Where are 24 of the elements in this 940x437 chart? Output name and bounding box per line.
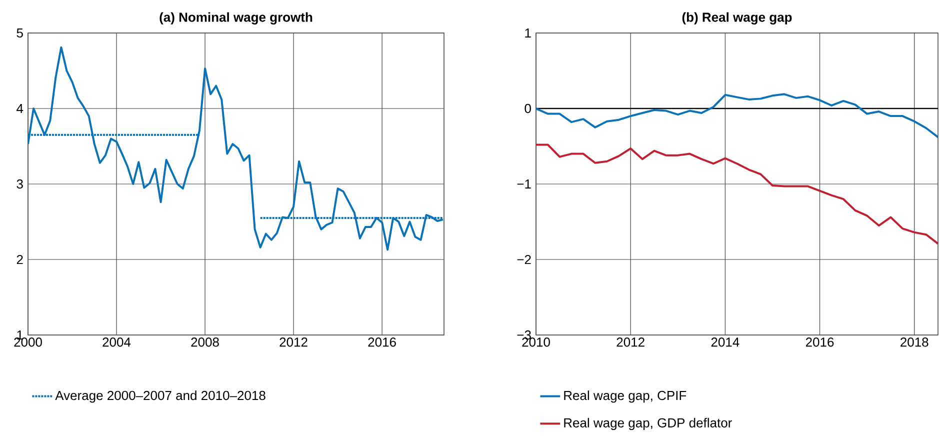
- x-tick-label: 2016: [806, 338, 834, 347]
- line-series: [536, 93, 938, 138]
- x-tick-label: 2014: [711, 338, 740, 347]
- x-tick-label: 2004: [102, 338, 131, 347]
- y-tick-label: 5: [16, 28, 23, 38]
- y-tick-label: 0: [524, 104, 531, 114]
- y-tick-label: 2: [16, 254, 23, 264]
- legend-label: Average 2000–2007 and 2010–2018: [55, 390, 266, 403]
- y-tick-label: −1: [517, 180, 531, 188]
- legend-label: Real wage gap, GDP deflator: [564, 418, 732, 430]
- y-tick-label: −2: [517, 254, 531, 264]
- y-tick-label: 1: [525, 28, 531, 38]
- x-tick-label: 2012: [280, 338, 308, 347]
- x-tick-label: 2018: [900, 338, 928, 347]
- x-tick-label: 2012: [616, 338, 644, 347]
- chart-title: (b) Real wage gap: [682, 12, 792, 24]
- chart-title: (a) Nominal wage growth: [160, 12, 312, 24]
- x-tick-label: 2008: [191, 338, 219, 347]
- x-tick-label: 2010: [522, 338, 550, 347]
- y-tick-label: 4: [16, 104, 24, 113]
- y-tick-label: 3: [16, 179, 23, 189]
- x-tick-label: 2000: [14, 338, 42, 347]
- x-tick-label: 2016: [368, 338, 396, 347]
- legend-label: Real wage gap, CPIF: [564, 390, 686, 403]
